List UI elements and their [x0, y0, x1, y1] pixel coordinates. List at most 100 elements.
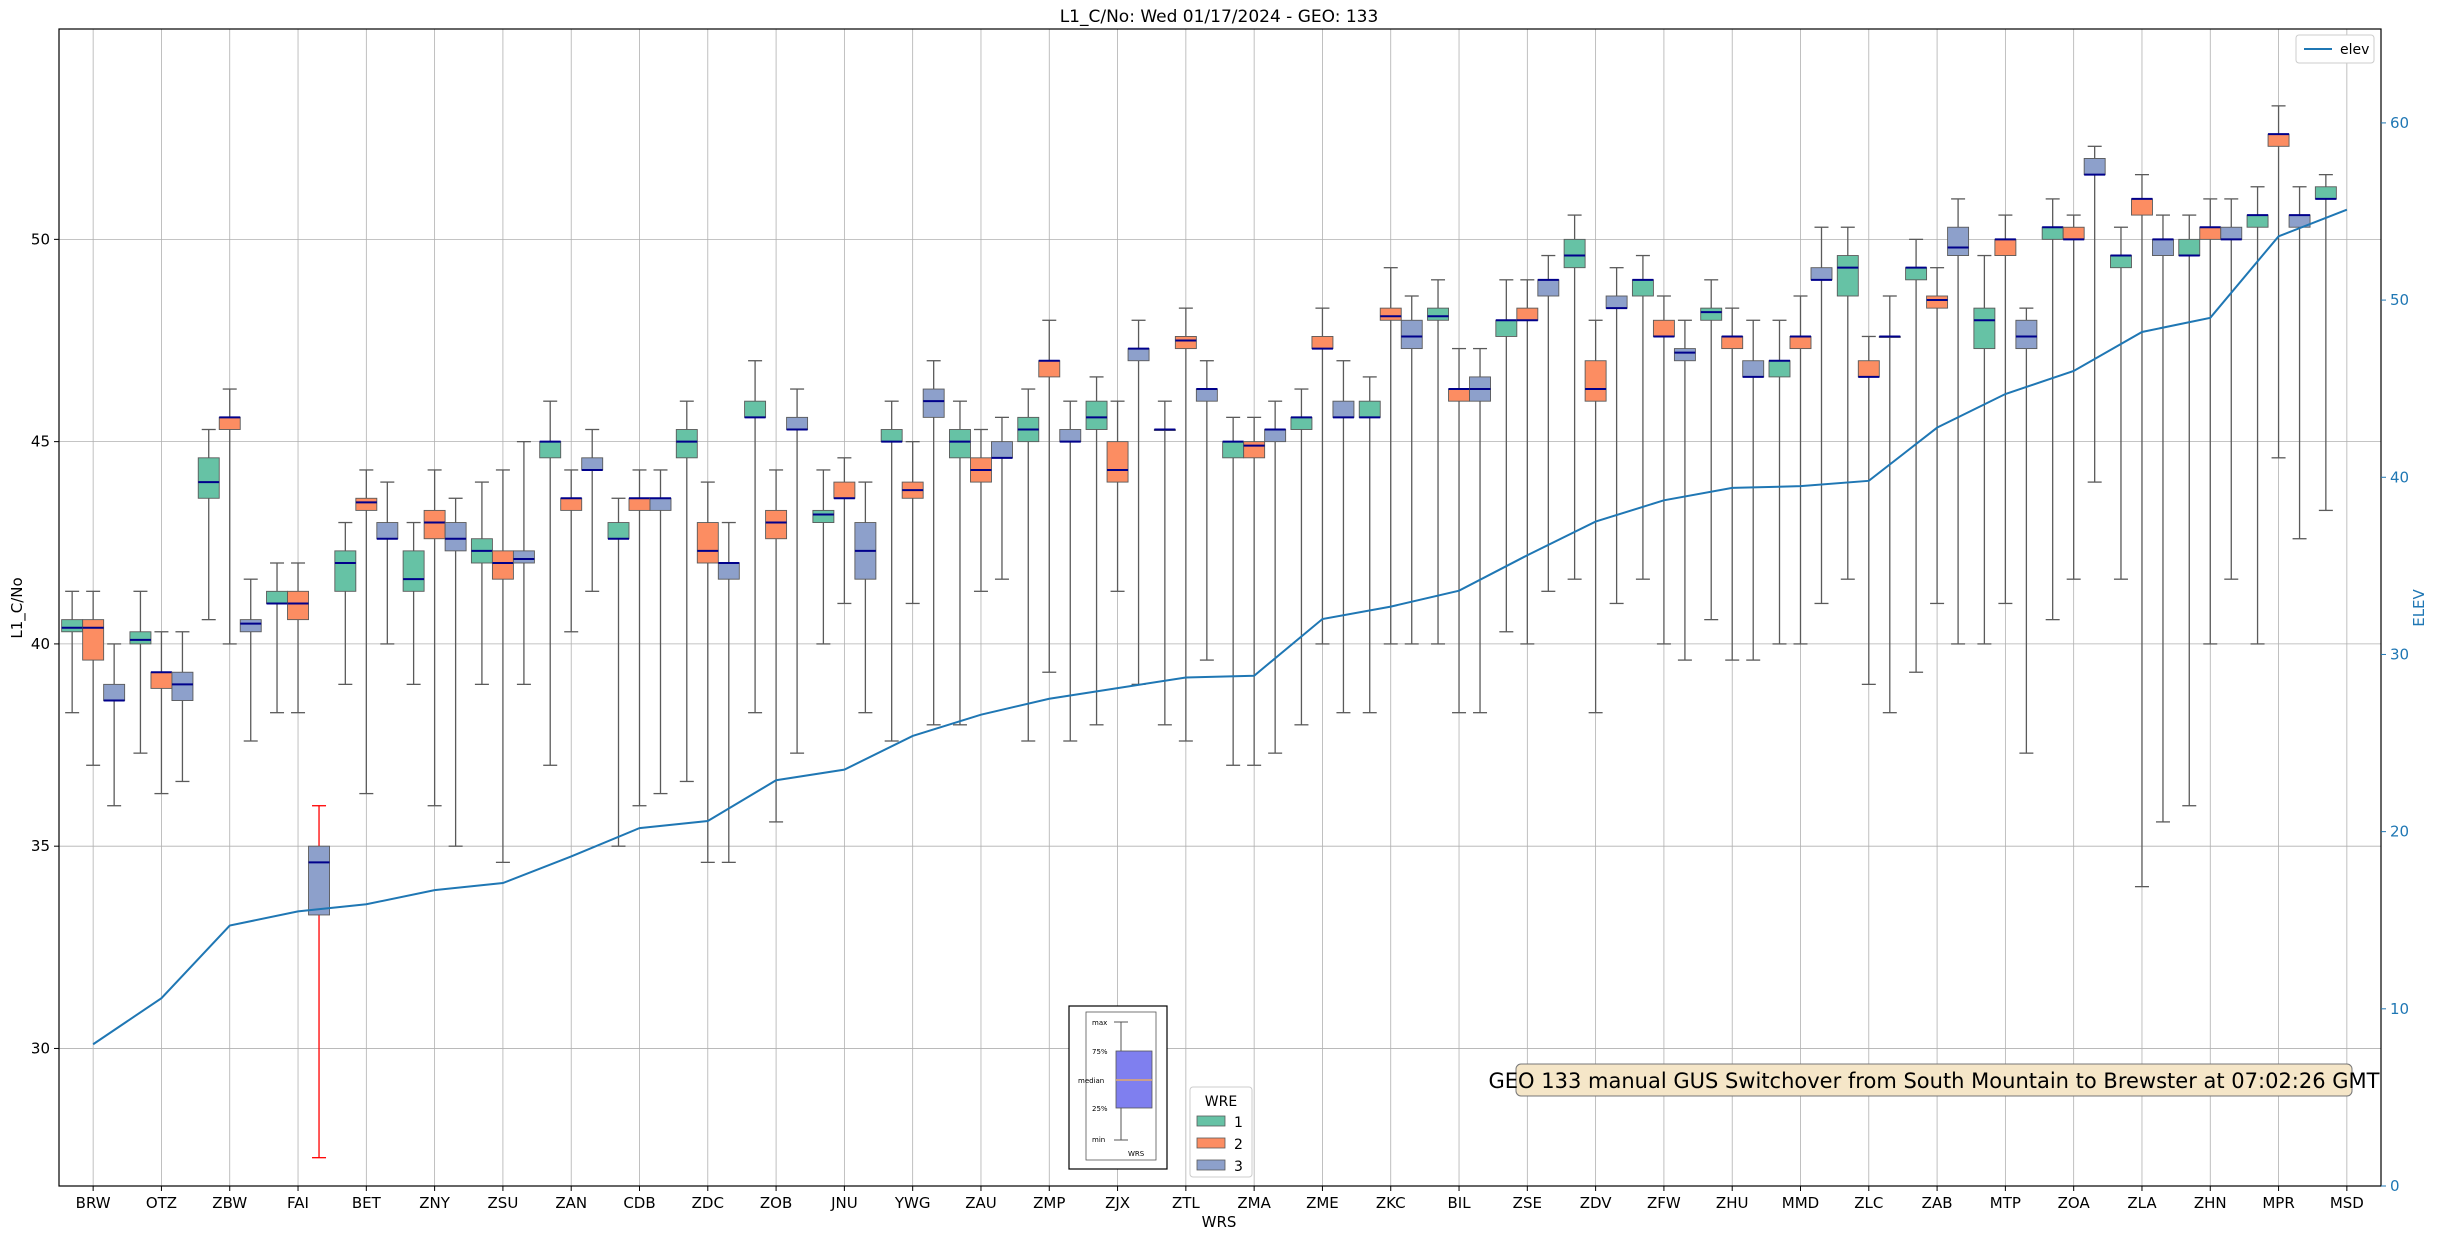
box-wre-3 — [1673, 348, 1696, 362]
box-wre-2 — [1721, 336, 1744, 350]
box-wre-1 — [1768, 360, 1791, 378]
y-axis-label: L1_C/No — [8, 577, 27, 638]
y-axis-left: 30 35 40 45 50 — [31, 230, 59, 1057]
key-axis-label: WRS — [1128, 1150, 1145, 1158]
box-wre-1 — [402, 550, 425, 592]
box-wre-3 — [1059, 429, 1082, 443]
box-wre-2 — [82, 619, 105, 661]
x-tick-label: ZJX — [1105, 1194, 1130, 1212]
box-wre-2 — [1311, 336, 1334, 350]
wre-legend-3: 3 — [1234, 1159, 1243, 1175]
key-label-q3: 75% — [1092, 1048, 1108, 1056]
x-tick-label: ZTL — [1172, 1194, 1200, 1212]
box-wre-2 — [287, 590, 309, 621]
box-wre-3 — [717, 562, 740, 580]
box-wre-3 — [2220, 226, 2243, 240]
y2-tick-label: 20 — [2390, 823, 2409, 841]
box-wre-2 — [1789, 336, 1812, 350]
box-wre-2 — [150, 671, 173, 689]
key-label-q1: 25% — [1092, 1105, 1108, 1113]
box-wre-1 — [197, 457, 220, 499]
x-tick-label: ZMP — [1033, 1194, 1065, 1212]
box-wre-3 — [444, 522, 467, 552]
box-wre-1 — [1631, 279, 1654, 297]
box-wre-1 — [129, 631, 152, 645]
x-tick-label: ZDC — [692, 1194, 724, 1212]
annotation-text: GEO 133 manual GUS Switchover from South… — [1489, 1069, 2380, 1093]
x-tick-label: FAI — [287, 1194, 309, 1212]
box-wre-2 — [1584, 360, 1607, 402]
x-tick-label: ZME — [1306, 1194, 1339, 1212]
box-wre-2 — [218, 416, 241, 430]
box-wre-3 — [786, 416, 809, 430]
wre-legend-2: 2 — [1234, 1137, 1243, 1153]
x-tick-label: ZAB — [1922, 1194, 1953, 1212]
box-wre-1 — [1973, 307, 1996, 350]
box-wre-2 — [765, 509, 788, 540]
box-wre-2 — [1174, 336, 1197, 350]
box-wre-2 — [696, 522, 719, 564]
box-wre-3 — [991, 441, 1013, 459]
box-wre-3 — [2015, 319, 2038, 350]
box-wre-2 — [560, 497, 583, 511]
box-wre-2 — [491, 550, 514, 580]
wre-swatch-3 — [1196, 1159, 1226, 1171]
x-tick-label: YWG — [894, 1194, 931, 1212]
key-label-max: max — [1092, 1019, 1107, 1027]
box-wre-2 — [423, 509, 446, 540]
plot-frame — [58, 28, 2382, 1187]
x-tick-label: ZSE — [1513, 1194, 1542, 1212]
x-tick-label: ZHU — [1716, 1194, 1749, 1212]
box-wre-2 — [2131, 198, 2153, 216]
box-wre-3 — [1810, 267, 1833, 281]
box-wre-2 — [1106, 441, 1129, 483]
box-wre-3 — [308, 845, 330, 916]
y-tick-label: 30 — [31, 1039, 50, 1057]
x-tick-label: ZLA — [2127, 1194, 2157, 1212]
box-wre-2 — [2199, 226, 2222, 240]
box-wre-2 — [2062, 226, 2085, 240]
elev-legend: elev — [2295, 34, 2375, 64]
box-wre-1 — [1905, 267, 1928, 281]
box-wre-2 — [1038, 360, 1061, 378]
box-wre-1 — [2110, 255, 2132, 269]
box-wre-3 — [2083, 158, 2106, 176]
y2-tick-label: 50 — [2390, 291, 2409, 309]
x-tick-label: MPR — [2262, 1194, 2294, 1212]
box-wre-1 — [1085, 400, 1108, 430]
elev-line — [92, 208, 2348, 1046]
box-wre-1 — [1836, 255, 1859, 297]
y2-tick-label: 60 — [2390, 114, 2409, 132]
box-wre-2 — [355, 497, 378, 511]
box-wre-3 — [1537, 279, 1560, 297]
key-label-min: min — [1092, 1136, 1105, 1144]
x-tick-label: ZBW — [212, 1194, 247, 1212]
wre-legend-title: WRE — [1205, 1094, 1237, 1110]
box-wre-2 — [833, 481, 856, 499]
box-wre-1 — [675, 429, 698, 459]
x-tick-label: OTZ — [146, 1194, 177, 1212]
box-wre-2 — [1243, 441, 1266, 459]
x-tick-label: ZNY — [419, 1194, 450, 1212]
x-tick-label: ZOA — [2058, 1194, 2091, 1212]
box-wre-1 — [334, 550, 357, 592]
x-tick-label: BIL — [1447, 1194, 1471, 1212]
y-tick-label: 45 — [31, 433, 50, 451]
box-wre-3 — [1400, 319, 1423, 350]
box-wre-3 — [376, 522, 399, 540]
y2-tick-label: 10 — [2390, 1000, 2409, 1018]
box-wre-2 — [1926, 295, 1949, 309]
box-wre-1 — [1563, 238, 1586, 269]
box-wre-2 — [1516, 307, 1539, 321]
box-wre-3 — [239, 619, 262, 633]
box-wre-1 — [607, 522, 630, 540]
y2-tick-label: 30 — [2390, 645, 2409, 663]
box-wre-3 — [512, 550, 535, 564]
y-tick-label: 35 — [31, 837, 50, 855]
box-wre-3 — [922, 388, 945, 418]
wre-swatch-2 — [1196, 1137, 1226, 1149]
x-tick-label: ZAN — [555, 1194, 587, 1212]
box-wre-1 — [539, 441, 562, 459]
elev-series — [92, 208, 2348, 1046]
